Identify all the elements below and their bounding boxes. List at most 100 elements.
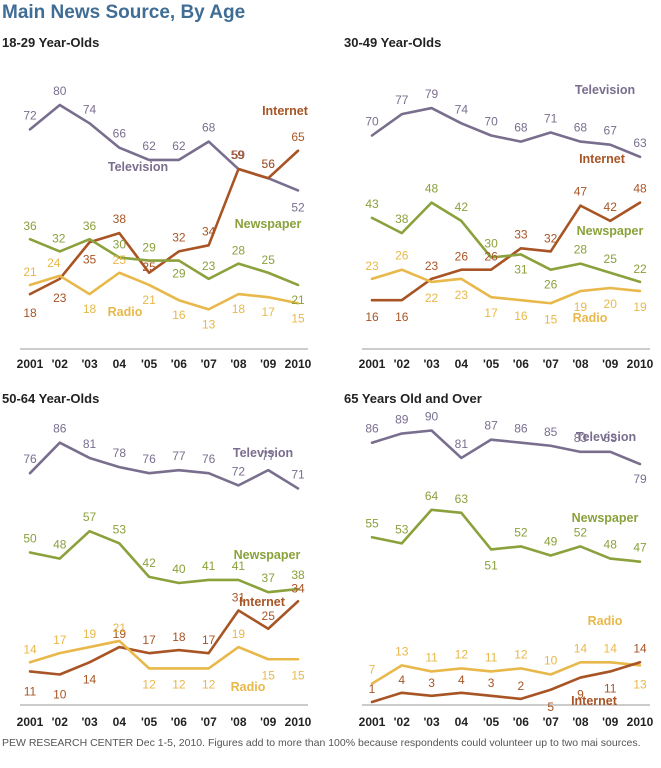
data-label-newspaper: 25 bbox=[262, 253, 276, 267]
data-label-radio: 14 bbox=[23, 642, 37, 656]
data-label-radio: 16 bbox=[172, 308, 186, 322]
data-label-internet: 9 bbox=[577, 688, 584, 702]
x-tick-label: '06 bbox=[513, 357, 530, 371]
data-label-newspaper: 43 bbox=[365, 197, 379, 211]
series-name-radio: Radio bbox=[588, 614, 623, 628]
x-tick-label: '02 bbox=[394, 715, 411, 729]
data-label-newspaper: 26 bbox=[544, 278, 558, 292]
chart-title: Main News Source, By Age bbox=[2, 2, 246, 23]
x-tick-label: '03 bbox=[423, 357, 440, 371]
data-label-radio: 19 bbox=[232, 627, 246, 641]
data-label-radio: 13 bbox=[395, 644, 409, 658]
data-label-internet: 10 bbox=[53, 688, 67, 702]
data-label-newspaper: 47 bbox=[633, 541, 647, 555]
data-label-television: 59 bbox=[232, 148, 246, 162]
x-tick-label: '09 bbox=[602, 715, 619, 729]
x-tick-label: 2001 bbox=[359, 357, 386, 371]
data-label-internet: 19 bbox=[113, 627, 127, 641]
data-label-television: 86 bbox=[514, 422, 528, 436]
data-label-television: 85 bbox=[544, 425, 558, 439]
data-label-radio: 12 bbox=[172, 677, 186, 691]
data-label-internet: 14 bbox=[83, 672, 97, 686]
series-name-internet: Internet bbox=[571, 694, 618, 708]
data-label-newspaper: 48 bbox=[425, 182, 439, 196]
data-label-newspaper: 51 bbox=[484, 558, 498, 572]
data-label-radio: 15 bbox=[262, 668, 276, 682]
data-label-radio: 11 bbox=[425, 650, 438, 664]
data-label-television: 72 bbox=[23, 108, 37, 122]
chart-panel-30-49-year-olds: 30-49 Year-Olds 2001 '02 '03 04 '05 '06 '07 '08 '… bbox=[344, 35, 654, 371]
data-label-internet: 23 bbox=[53, 291, 67, 305]
data-label-radio: 15 bbox=[291, 668, 305, 682]
data-label-newspaper: 41 bbox=[232, 559, 246, 573]
data-label-internet: 34 bbox=[291, 581, 305, 595]
data-label-internet: 5 bbox=[547, 700, 554, 714]
data-label-radio: 23 bbox=[365, 259, 379, 273]
data-label-internet: 18 bbox=[23, 306, 37, 320]
x-tick-label: '09 bbox=[260, 715, 277, 729]
data-label-radio: 21 bbox=[113, 621, 127, 635]
data-label-newspaper: 29 bbox=[142, 241, 156, 255]
data-label-radio: 22 bbox=[425, 291, 439, 305]
data-label-television: 79 bbox=[633, 472, 647, 486]
data-label-radio: 13 bbox=[633, 677, 647, 691]
x-tick-label: 04 bbox=[455, 357, 469, 371]
data-label-newspaper: 28 bbox=[574, 243, 588, 257]
data-label-newspaper: 48 bbox=[53, 538, 67, 552]
data-label-internet: 48 bbox=[633, 182, 647, 196]
series-name-internet: Internet bbox=[262, 104, 309, 118]
data-label-newspaper: 30 bbox=[484, 237, 498, 251]
data-label-newspaper: 36 bbox=[23, 219, 37, 233]
chart-panel-65-years-old-and-over: 65 Years Old and Over 2001 '02 '03 04 '05 '06 '… bbox=[344, 391, 654, 729]
data-label-newspaper: 29 bbox=[172, 267, 186, 281]
data-label-radio: 14 bbox=[604, 641, 618, 655]
data-label-newspaper: 30 bbox=[113, 238, 127, 252]
data-label-radio: 12 bbox=[142, 677, 156, 691]
x-tick-label: '07 bbox=[543, 715, 560, 729]
data-label-newspaper: 53 bbox=[113, 522, 127, 536]
data-label-radio: 19 bbox=[574, 300, 588, 314]
data-label-radio: 17 bbox=[484, 306, 498, 320]
data-label-television: 77 bbox=[172, 449, 186, 463]
data-label-newspaper: 55 bbox=[365, 516, 379, 530]
data-label-internet: 18 bbox=[172, 630, 186, 644]
data-label-newspaper: 42 bbox=[142, 556, 156, 570]
data-label-television: 80 bbox=[53, 84, 67, 98]
data-label-newspaper: 52 bbox=[574, 525, 588, 539]
chart-panel-50-64-year-olds: 50-64 Year-Olds 2001 '02 '03 04 '05 '06 '07 '08 '… bbox=[2, 391, 312, 729]
data-label-internet: 2 bbox=[518, 679, 525, 693]
data-label-newspaper: 37 bbox=[262, 571, 276, 585]
series-name-radio: Radio bbox=[231, 680, 266, 694]
x-tick-label: '03 bbox=[423, 715, 440, 729]
x-tick-label: 2010 bbox=[285, 357, 312, 371]
series-line-radio bbox=[370, 268, 642, 305]
data-label-internet: 35 bbox=[83, 252, 97, 266]
data-label-radio: 20 bbox=[604, 297, 618, 311]
x-tick-label: '05 bbox=[141, 357, 158, 371]
x-tick-label: 2001 bbox=[17, 715, 44, 729]
data-label-newspaper: 41 bbox=[202, 559, 216, 573]
series-line-internet bbox=[28, 149, 300, 296]
series-line-radio bbox=[28, 639, 300, 670]
series-name-newspaper: Newspaper bbox=[572, 511, 639, 525]
series-line-television bbox=[370, 429, 642, 466]
data-label-internet: 11 bbox=[24, 684, 37, 698]
data-label-television: 90 bbox=[425, 410, 439, 424]
data-label-internet: 11 bbox=[604, 681, 617, 695]
panel-title: 18-29 Year-Olds bbox=[2, 35, 99, 50]
data-label-television: 56 bbox=[262, 157, 276, 171]
series-line-newspaper bbox=[370, 508, 642, 563]
series-name-television: Television bbox=[576, 430, 636, 444]
data-label-newspaper: 23 bbox=[202, 259, 216, 273]
charts-canvas: 18-29 Year-Olds 2001 '02 '03 04 '05 '06 '07 '08 '… bbox=[2, 35, 654, 729]
data-label-radio: 17 bbox=[262, 305, 276, 319]
data-label-internet: 47 bbox=[574, 185, 588, 199]
data-label-newspaper: 42 bbox=[455, 200, 469, 214]
data-label-television: 52 bbox=[291, 200, 305, 214]
data-label-television: 81 bbox=[83, 437, 97, 451]
x-tick-label: '02 bbox=[52, 357, 69, 371]
series-name-newspaper: Newspaper bbox=[577, 224, 644, 238]
data-label-newspaper: 38 bbox=[395, 212, 409, 226]
x-tick-label: '03 bbox=[81, 357, 98, 371]
data-label-television: 87 bbox=[484, 419, 498, 433]
